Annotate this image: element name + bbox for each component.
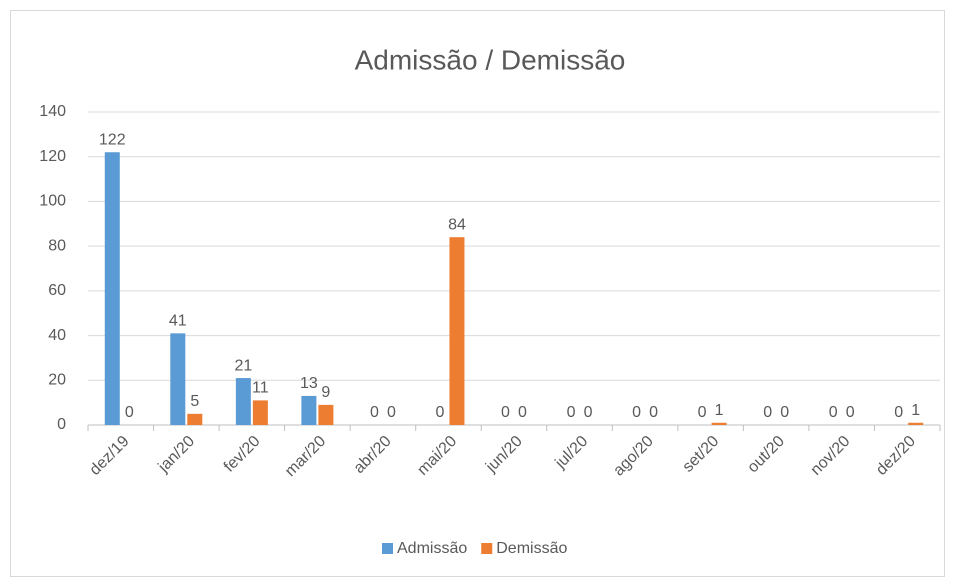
bar (318, 404, 334, 425)
legend-label: Admissão (397, 540, 467, 557)
data-label: 13 (300, 375, 318, 392)
y-tick-label: 60 (48, 282, 66, 299)
bar (301, 395, 317, 425)
data-label: 0 (846, 404, 855, 421)
chart-title: Admissão / Demissão (355, 44, 626, 75)
data-label: 9 (321, 384, 330, 401)
data-label: 0 (584, 404, 593, 421)
data-label: 1 (715, 402, 724, 419)
y-tick-label: 120 (39, 148, 66, 165)
data-label: 21 (234, 357, 252, 374)
bar (449, 237, 465, 425)
data-label: 0 (567, 404, 576, 421)
data-label: 0 (829, 404, 838, 421)
chart-frame (10, 10, 945, 577)
data-label: 0 (649, 404, 658, 421)
data-label: 0 (518, 404, 527, 421)
legend-swatch (481, 543, 493, 554)
data-label: 0 (387, 404, 396, 421)
legend-swatch (382, 543, 393, 554)
bar (711, 422, 727, 425)
data-label: 0 (780, 404, 789, 421)
y-tick-label: 100 (39, 193, 66, 210)
data-label: 122 (99, 131, 126, 148)
data-label: 84 (448, 216, 466, 233)
data-label: 0 (436, 404, 445, 421)
bar (235, 378, 251, 425)
y-tick-label: 140 (39, 103, 66, 120)
data-label: 5 (190, 393, 199, 410)
y-tick-label: 80 (48, 237, 66, 254)
data-label: 0 (632, 404, 641, 421)
data-label: 0 (894, 404, 903, 421)
legend-label: Demissão (496, 540, 567, 557)
data-label: 11 (252, 380, 269, 397)
bar (170, 333, 186, 425)
y-tick-label: 20 (48, 372, 66, 389)
y-tick-label: 0 (57, 416, 66, 433)
data-label: 0 (501, 404, 510, 421)
bar (104, 152, 120, 425)
data-label: 41 (169, 313, 187, 330)
bar (908, 422, 924, 425)
bar (252, 400, 268, 425)
data-label: 0 (125, 404, 134, 421)
data-label: 1 (911, 402, 920, 419)
bar (187, 413, 203, 425)
data-label: 0 (698, 404, 707, 421)
data-label: 0 (370, 404, 379, 421)
y-tick-label: 40 (48, 327, 66, 344)
data-label: 0 (763, 404, 772, 421)
